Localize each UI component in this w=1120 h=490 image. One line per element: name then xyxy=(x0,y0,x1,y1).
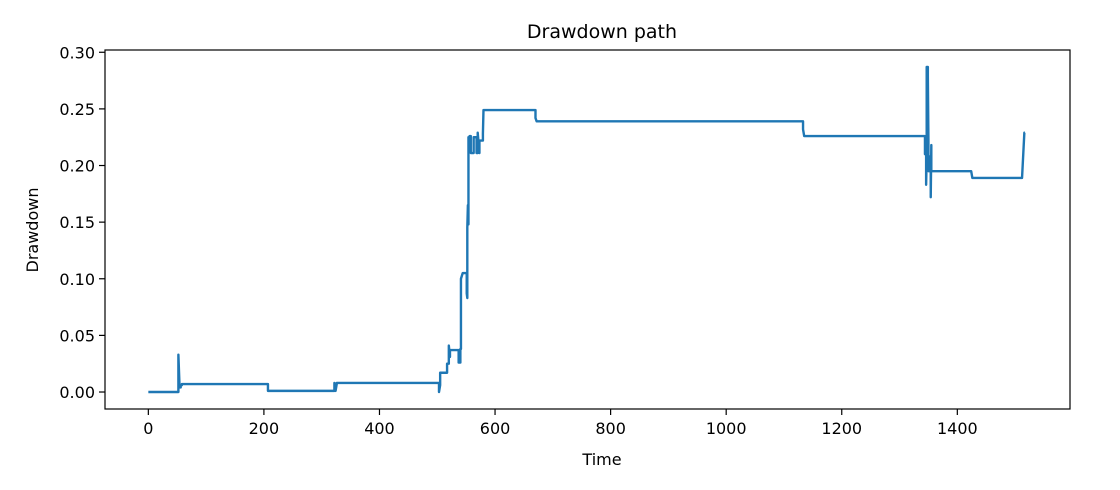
x-axis: 0 200 400 600 800 1000 1200 1400 xyxy=(143,409,978,438)
x-tick-label: 0 xyxy=(143,419,153,438)
y-tick-label: 0.15 xyxy=(59,213,95,232)
x-axis-label: Time xyxy=(581,450,621,469)
y-tick-label: 0.20 xyxy=(59,157,95,176)
plot-frame xyxy=(104,49,1071,410)
x-tick-label: 1400 xyxy=(937,419,978,438)
y-tick-label: 0.25 xyxy=(59,100,95,119)
y-tick-label: 0.10 xyxy=(59,270,95,289)
x-tick-label: 800 xyxy=(595,419,626,438)
series-line-drawdown xyxy=(148,65,1026,394)
x-tick-label: 1200 xyxy=(821,419,862,438)
x-tick-label: 1000 xyxy=(706,419,747,438)
y-axis-label: Drawdown xyxy=(23,188,42,273)
y-tick-label: 0.00 xyxy=(59,383,95,402)
plot-area xyxy=(105,50,1070,409)
y-tick-label: 0.30 xyxy=(59,43,95,62)
x-tick-label: 600 xyxy=(480,419,511,438)
x-tick-label: 400 xyxy=(364,419,395,438)
chart-title: Drawdown path xyxy=(527,21,677,43)
y-tick-label: 0.05 xyxy=(59,326,95,345)
x-tick-label: 200 xyxy=(249,419,280,438)
y-axis: 0.00 0.05 0.10 0.15 0.20 0.25 0.30 xyxy=(59,43,105,402)
